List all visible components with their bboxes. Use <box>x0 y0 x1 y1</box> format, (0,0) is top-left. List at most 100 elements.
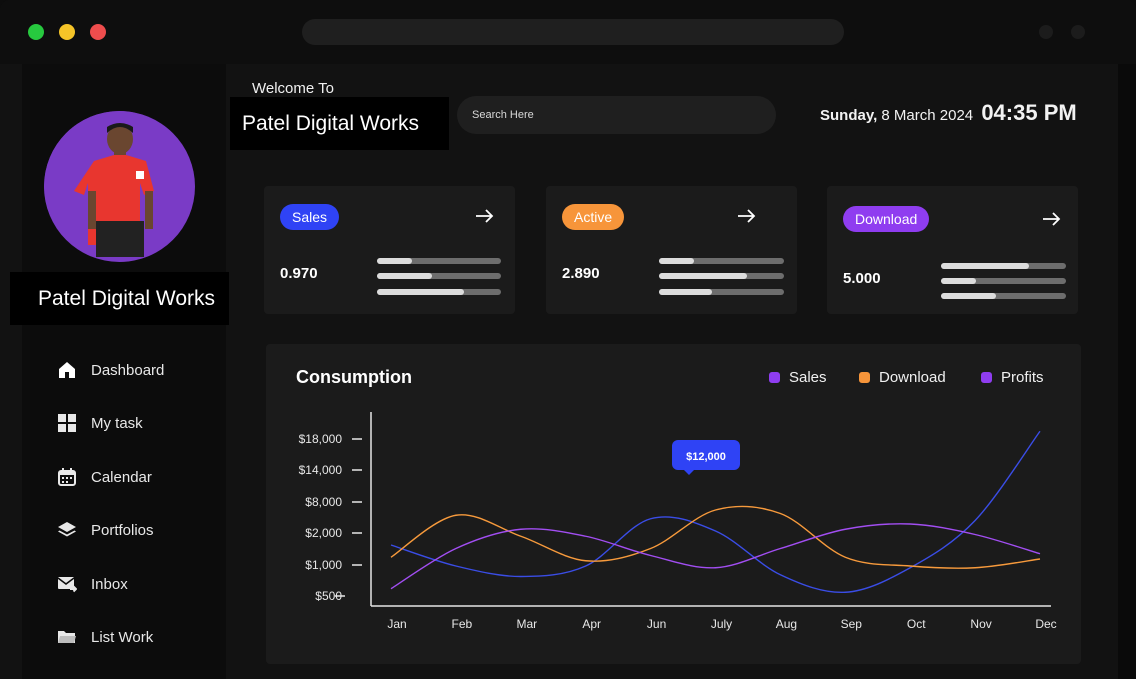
x-tick-label: Feb <box>452 617 473 631</box>
tooltip-box <box>672 440 740 470</box>
calendar-icon <box>58 468 76 486</box>
progress-bar <box>941 278 1066 284</box>
legend-swatch <box>859 372 870 383</box>
legend-swatch <box>769 372 780 383</box>
stat-card-active[interactable]: Active 2.890 <box>546 186 797 314</box>
address-bar[interactable] <box>302 19 844 45</box>
progress-bar <box>377 258 501 264</box>
legend-item-profits[interactable]: Profits <box>981 369 1044 386</box>
progress-bar <box>941 293 1066 299</box>
window-control[interactable] <box>1039 25 1053 39</box>
x-tick-label: Apr <box>582 617 601 631</box>
progress-fill <box>941 293 996 299</box>
x-tick-label: Sep <box>841 617 863 631</box>
series-line-profits <box>390 523 1041 590</box>
progress-bar <box>659 258 784 264</box>
progress-fill <box>941 278 976 284</box>
y-tick-label: $1,000 <box>305 558 342 572</box>
folder-icon <box>58 631 76 643</box>
day-label: Sunday, <box>820 107 878 124</box>
avatar[interactable] <box>44 111 195 262</box>
stat-value: 2.890 <box>562 265 600 282</box>
home-icon <box>59 362 75 378</box>
minimize-window-button[interactable] <box>59 24 75 40</box>
sidebar-item-calendar[interactable]: Calendar <box>57 465 152 489</box>
sidebar-item-label: Calendar <box>91 468 152 486</box>
x-tick-label: Aug <box>776 617 797 631</box>
page-title: Patel Digital Works <box>230 97 449 150</box>
mail-icon <box>57 577 77 593</box>
progress-bar <box>659 289 784 295</box>
arrow-right-icon[interactable] <box>475 208 495 224</box>
welcome-text: Welcome To <box>252 80 334 97</box>
sidebar-item-label: Portfolios <box>91 521 154 539</box>
legend-swatch <box>981 372 992 383</box>
x-tick-label: Jun <box>647 617 666 631</box>
date-label: 8 March 2024 <box>881 107 974 124</box>
stat-value: 0.970 <box>280 265 318 282</box>
progress-fill <box>941 263 1029 269</box>
profile-name: Patel Digital Works <box>10 272 229 325</box>
status-badge: Active <box>562 204 625 230</box>
grid-icon <box>58 414 76 432</box>
sidebar-item-my-task[interactable]: My task <box>57 411 143 435</box>
x-tick-label: Oct <box>907 617 926 631</box>
y-tick-label: $18,000 <box>299 432 343 446</box>
legend-item-sales[interactable]: Sales <box>769 369 827 386</box>
time-label: 04:35 PM <box>981 100 1077 125</box>
y-tick-label: $8,000 <box>305 495 342 509</box>
x-tick-label: July <box>711 617 732 631</box>
progress-bar <box>377 289 501 295</box>
progress-fill <box>377 289 464 295</box>
progress-bar <box>659 273 784 279</box>
y-tick-label: $500 <box>315 589 342 603</box>
progress-bar <box>941 263 1066 269</box>
consumption-line-chart: $18,000 $14,000 $8,000 $2,000 $1,000 $500 Jan F… <box>299 412 1057 631</box>
series-line-sales <box>390 430 1041 593</box>
x-tick-label: Jan <box>387 617 406 631</box>
maximize-window-button[interactable] <box>28 24 44 40</box>
status-badge: Download <box>843 206 930 232</box>
window-edge <box>1118 64 1136 679</box>
sidebar-item-label: Dashboard <box>91 361 165 379</box>
layers-icon <box>58 522 76 537</box>
y-tick-label: $2,000 <box>305 526 342 540</box>
series-line-download <box>390 505 1041 569</box>
stat-card-download[interactable]: Download 5.000 <box>827 186 1078 314</box>
chart-title: Consumption <box>296 367 412 387</box>
stat-card-sales[interactable]: Sales 0.970 <box>264 186 515 314</box>
legend-label: Profits <box>1001 369 1044 386</box>
sidebar-item-label: List Work <box>91 628 154 646</box>
legend-label: Sales <box>789 369 827 386</box>
tooltip-pointer <box>683 469 695 475</box>
y-tick-label: $14,000 <box>299 463 343 477</box>
window-control[interactable] <box>1071 25 1085 39</box>
sidebar-item-list-work[interactable]: List Work <box>57 625 153 649</box>
title-bar <box>0 0 1136 64</box>
progress-fill <box>659 289 712 295</box>
progress-fill <box>659 258 694 264</box>
x-tick-label: Mar <box>516 617 537 631</box>
progress-bar <box>377 273 501 279</box>
date-time: Sunday, 8 March 2024 04:35 PM <box>820 100 1077 126</box>
status-badge: Sales <box>280 204 340 230</box>
sidebar-item-portfolios[interactable]: Portfolios <box>57 518 154 542</box>
x-tick-label: Nov <box>970 617 991 631</box>
search-input[interactable] <box>457 96 776 134</box>
close-window-button[interactable] <box>90 24 106 40</box>
chart-panel <box>266 344 1081 664</box>
sidebar-item-dashboard[interactable]: Dashboard <box>57 358 164 382</box>
sidebar-item-inbox[interactable]: Inbox <box>57 572 128 596</box>
progress-fill <box>659 273 747 279</box>
arrow-right-icon[interactable] <box>737 208 757 224</box>
sidebar-item-label: My task <box>91 414 143 432</box>
arrow-right-icon[interactable] <box>1042 211 1062 227</box>
progress-fill <box>377 273 432 279</box>
progress-fill <box>377 258 412 264</box>
legend-item-download[interactable]: Download <box>859 369 946 386</box>
sidebar-item-label: Inbox <box>91 575 128 593</box>
legend-label: Download <box>879 369 946 386</box>
tooltip-label: $12,000 <box>686 451 726 463</box>
x-tick-label: Dec <box>1035 617 1056 631</box>
